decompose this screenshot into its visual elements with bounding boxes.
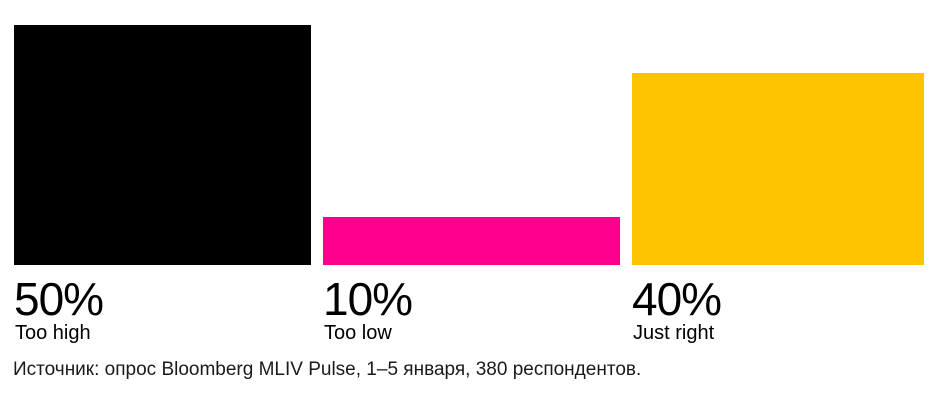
value-label-just-right: 40% bbox=[632, 273, 721, 325]
source-note: Источник: опрос Bloomberg MLIV Pulse, 1–… bbox=[13, 359, 642, 380]
value-label-too-low: 10% bbox=[323, 273, 412, 325]
value-label-too-high: 50% bbox=[14, 273, 103, 325]
bar-just-right bbox=[632, 73, 924, 265]
bar-too-high bbox=[14, 25, 311, 265]
category-label-too-high: Too high bbox=[15, 322, 91, 344]
bar-too-low bbox=[323, 217, 620, 265]
category-label-just-right: Just right bbox=[633, 322, 715, 344]
category-label-too-low: Too low bbox=[324, 322, 392, 344]
